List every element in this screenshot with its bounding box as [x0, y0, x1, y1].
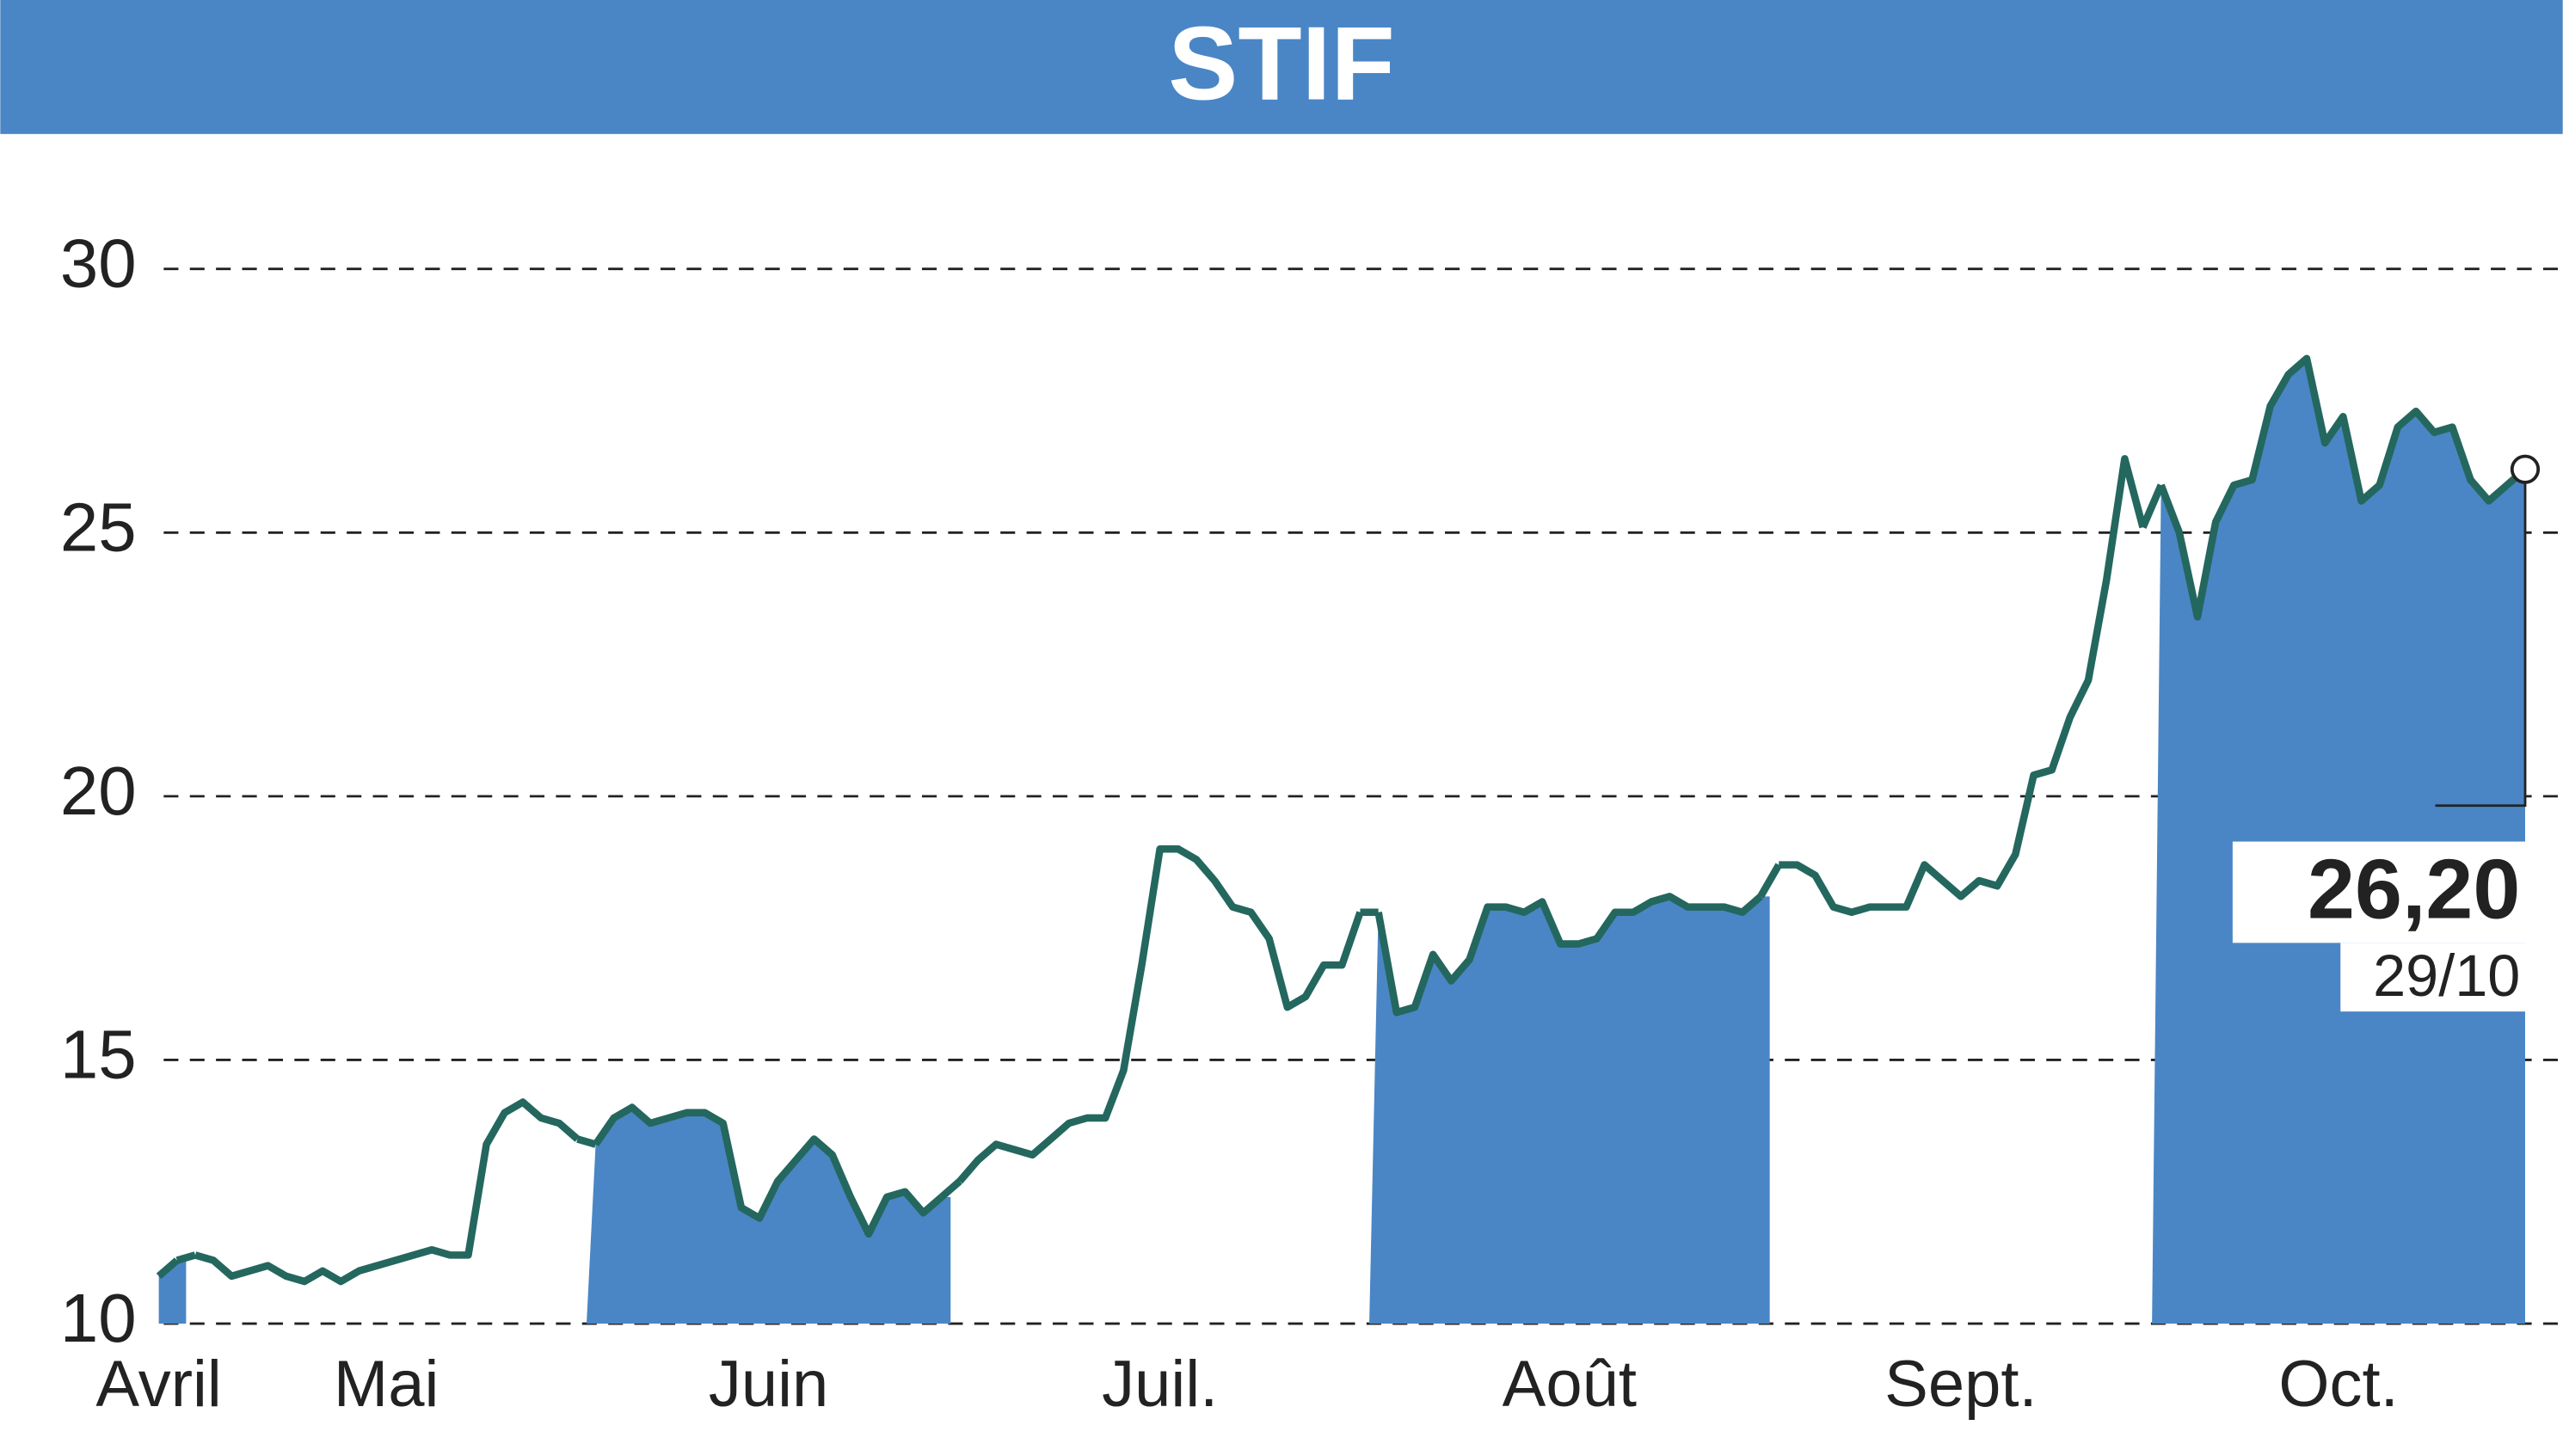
x-tick-label: Avril [95, 1348, 221, 1421]
x-tick-label: Oct. [2278, 1348, 2398, 1421]
month-area [158, 1260, 187, 1324]
x-tick-label: Août [1503, 1348, 1637, 1421]
price-line-connector [576, 1135, 597, 1148]
y-tick-label: 25 [60, 488, 137, 565]
x-tick-label: Sept. [1884, 1348, 2037, 1421]
x-tick-label: Juil. [1102, 1348, 1218, 1421]
price-line [156, 1257, 180, 1280]
y-tick-label: 15 [60, 1017, 137, 1093]
date-box [2340, 943, 2527, 1012]
price-line-connector [1757, 863, 1782, 899]
value-box [2232, 841, 2527, 943]
price-line [194, 1098, 581, 1286]
y-tick-label: 20 [60, 753, 137, 829]
title-bar [0, 0, 2563, 134]
y-tick-label: 30 [60, 225, 137, 302]
month-area [1369, 896, 1770, 1324]
price-line-connector [2139, 483, 2165, 529]
price-line-connector [175, 1251, 197, 1264]
price-line [1779, 455, 2147, 917]
price-line [956, 845, 1364, 1184]
y-tick-label: 10 [60, 1280, 137, 1356]
last-value: 26,20 [2308, 841, 2520, 936]
last-point [2510, 454, 2541, 484]
last-bracket [2435, 469, 2527, 808]
x-tick-label: Mai [334, 1348, 439, 1421]
last-date: 29/10 [2373, 943, 2520, 1009]
price-line [2157, 354, 2528, 621]
month-area [586, 1107, 951, 1324]
price-line-connector [938, 1178, 962, 1201]
price-line [593, 1103, 944, 1238]
chart-title: STIF [1168, 5, 1394, 122]
x-tick-label: Juin [709, 1348, 828, 1421]
month-area [2152, 358, 2525, 1324]
price-line [1374, 893, 1763, 1017]
